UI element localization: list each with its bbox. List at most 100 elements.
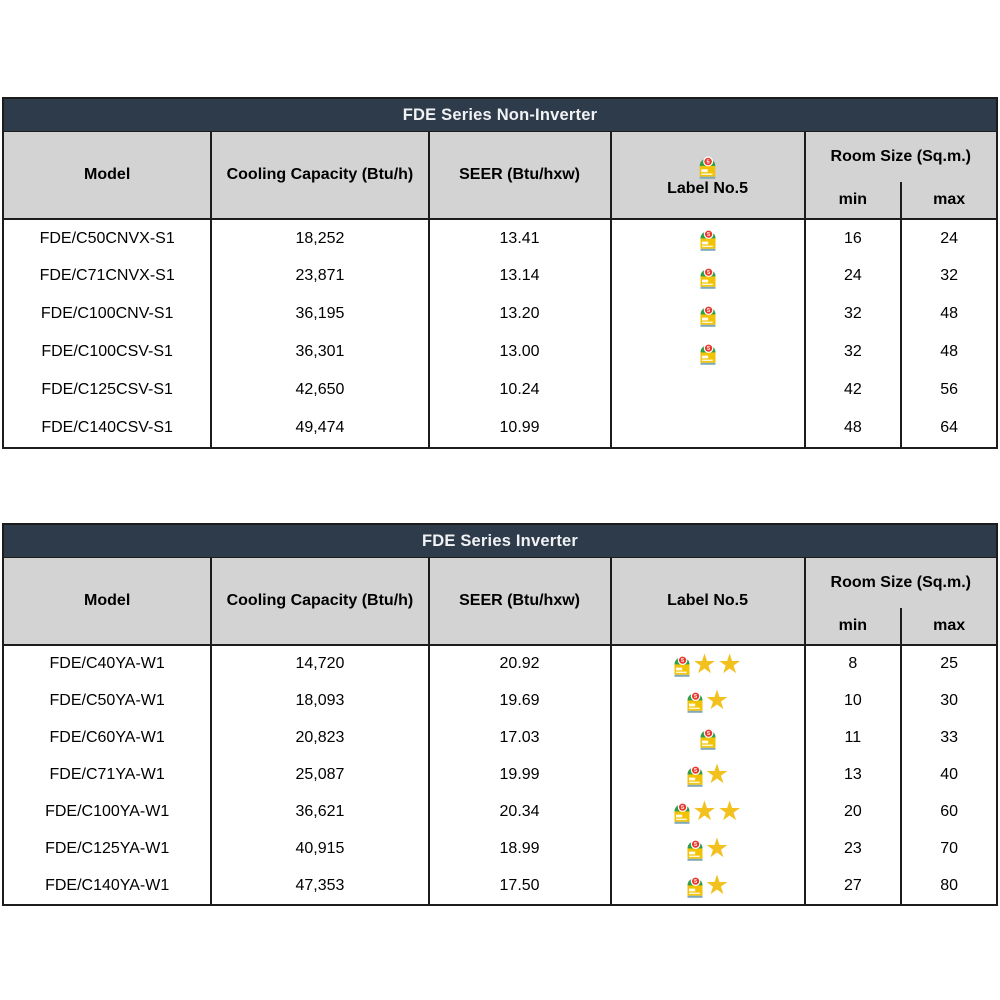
- room-min-cell: 13: [803, 756, 902, 793]
- room-min-cell: 16: [803, 219, 902, 257]
- col-header-max: max: [900, 608, 996, 645]
- seer-cell: 19.69: [427, 682, 611, 719]
- table-row: FDE/C71CNVX-S1 23,871 13.14 5 24 32: [4, 257, 996, 295]
- star-icon: ★: [717, 648, 742, 680]
- svg-text:5: 5: [707, 270, 710, 276]
- svg-text:5: 5: [707, 159, 711, 165]
- table-row: FDE/C140YA-W1 47,353 17.50 5 ★ 27 80: [4, 867, 996, 904]
- col-header-model: Model: [4, 132, 212, 219]
- room-min-cell: 23: [803, 830, 902, 867]
- seer-cell: 17.50: [427, 867, 611, 904]
- table-title: FDE Series Inverter: [421, 532, 579, 550]
- seer-cell: 20.92: [427, 645, 611, 682]
- col-header-max: max: [900, 182, 996, 219]
- room-max-cell: 64: [900, 409, 996, 447]
- energy-label-no5-icon: 5: [686, 873, 704, 898]
- energy-label-no5-icon: 5: [699, 226, 717, 251]
- cooling-capacity-cell: 18,093: [210, 682, 429, 719]
- room-max-cell: 48: [900, 295, 996, 333]
- room-min-cell: 42: [803, 371, 902, 409]
- model-cell: FDE/C140YA-W1: [45, 876, 170, 894]
- room-min-cell: 32: [803, 295, 902, 333]
- energy-label-no5-icon: 5: [698, 153, 717, 179]
- energy-label-no5-icon: 5: [686, 762, 704, 787]
- energy-label-no5-icon: 5: [686, 836, 704, 861]
- label5-cell: 5: [609, 257, 805, 295]
- star-icon: ★: [704, 685, 730, 716]
- star-icon: ★: [692, 796, 717, 827]
- label5-cell-content: 5: [699, 340, 717, 365]
- svg-text:5: 5: [694, 879, 697, 885]
- model-cell: FDE/C60YA-W1: [49, 728, 165, 746]
- model-cell: FDE/C40YA-W1: [49, 655, 165, 672]
- room-min-cell: 48: [803, 409, 902, 447]
- room-max-cell: 70: [900, 830, 996, 867]
- col-header-model: Model: [4, 558, 212, 645]
- svg-text:5: 5: [694, 694, 697, 700]
- col-header-label-no5: 5 Label No.5: [609, 132, 805, 219]
- label5-cell: [609, 409, 805, 447]
- table-title-bar: FDE Series Inverter: [4, 525, 996, 558]
- label5-cell: 5 ★: [609, 756, 805, 793]
- cooling-capacity-cell: 40,915: [210, 830, 429, 867]
- table-row: FDE/C125CSV-S1 42,650 10.24 42 56: [4, 371, 996, 409]
- label5-cell-content: 5: [699, 226, 717, 251]
- table-row: FDE/C60YA-W1 20,823 17.03 5 11 33: [4, 719, 996, 756]
- table-row: FDE/C125YA-W1 40,915 18.99 5 ★ 23 70: [4, 830, 996, 867]
- room-min-cell: 20: [803, 793, 902, 830]
- cooling-capacity-cell: 18,252: [210, 219, 429, 257]
- seer-cell: 13.14: [427, 257, 611, 295]
- room-min-cell: 10: [803, 682, 902, 719]
- seer-cell: 20.34: [427, 793, 611, 830]
- label5-cell: 5 ★: [609, 830, 805, 867]
- model-cell: FDE/C50YA-W1: [49, 691, 165, 709]
- seer-cell: 13.41: [427, 219, 611, 257]
- seer-cell: 10.99: [427, 409, 611, 447]
- energy-label-no5-icon: 5: [699, 340, 717, 365]
- label5-cell: 5: [609, 333, 805, 371]
- cooling-capacity-cell: 36,301: [210, 333, 429, 371]
- table-row: FDE/C50YA-W1 18,093 19.69 5 ★ 10 30: [4, 682, 996, 719]
- label5-cell-content: 5: [699, 302, 717, 327]
- label5-cell-content: 5 ★: [686, 685, 730, 716]
- label5-cell-content: 5 ★: [686, 761, 729, 788]
- cooling-capacity-cell: 25,087: [210, 756, 429, 793]
- seer-cell: 17.03: [427, 719, 611, 756]
- room-max-cell: 48: [900, 333, 996, 371]
- label5-cell: 5: [609, 719, 805, 756]
- label5-cell-content: 5 ★: [686, 870, 730, 901]
- label5-cell: 5 ★: [609, 867, 805, 904]
- table-title: FDE Series Non-Inverter: [402, 106, 598, 124]
- seer-cell: 18.99: [427, 830, 611, 867]
- svg-text:5: 5: [707, 346, 710, 352]
- col-header-min: min: [803, 182, 902, 219]
- model-cell: FDE/C125YA-W1: [45, 839, 170, 857]
- svg-text:5: 5: [681, 658, 684, 664]
- star-icon: ★: [692, 648, 717, 680]
- energy-label-no5-icon: 5: [699, 264, 717, 289]
- label5-cell-content: 5: [699, 264, 717, 289]
- room-max-cell: 56: [900, 371, 996, 409]
- energy-label-no5-icon: 5: [698, 156, 717, 179]
- model-cell: FDE/C100CNV-S1: [40, 305, 174, 322]
- spec-table: Model Cooling Capacity (Btu/h) SEER (Btu…: [4, 558, 996, 904]
- cooling-capacity-cell: 20,823: [210, 719, 429, 756]
- table-row: FDE/C100CSV-S1 36,301 13.00 5 32 48: [4, 333, 996, 371]
- star-icon: ★: [704, 833, 730, 864]
- label5-cell-content: 5 ★ ★: [673, 648, 742, 680]
- cooling-capacity-cell: 36,621: [210, 793, 429, 830]
- spec-table: Model Cooling Capacity (Btu/h) SEER (Btu…: [4, 132, 996, 447]
- label5-cell-content: 5 ★: [686, 833, 730, 864]
- table-row: FDE/C40YA-W1 14,720 20.92 5 ★ ★ 8 25: [4, 645, 996, 682]
- svg-text:5: 5: [694, 842, 697, 848]
- label5-cell-content: 5 ★ ★: [673, 796, 742, 827]
- room-max-cell: 25: [900, 645, 996, 682]
- col-header-seer: SEER (Btu/hxw): [427, 132, 611, 219]
- model-cell: FDE/C71CNVX-S1: [39, 267, 175, 284]
- star-icon: ★: [704, 870, 730, 901]
- energy-label-no5-icon: 5: [686, 688, 704, 713]
- svg-text:5: 5: [707, 308, 710, 314]
- model-cell: FDE/C125CSV-S1: [41, 381, 173, 398]
- col-header-min: min: [803, 608, 902, 645]
- content-area: FDE Series Non-Inverter Model Cooling Ca…: [2, 97, 998, 906]
